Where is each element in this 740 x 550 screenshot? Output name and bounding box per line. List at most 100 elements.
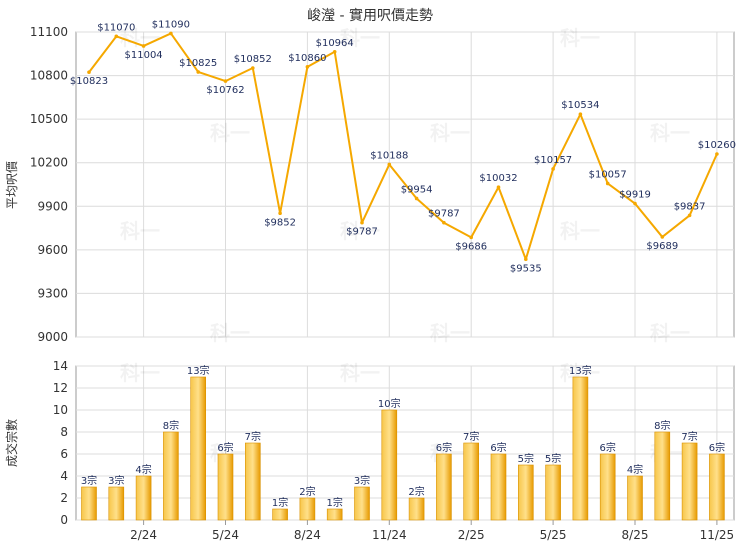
volume-data-label: 4宗 xyxy=(627,463,643,476)
volume-bar xyxy=(408,497,425,521)
price-data-label: $11070 xyxy=(97,22,135,33)
price-series-line xyxy=(88,32,718,261)
volume-data-label: 8宗 xyxy=(654,419,670,432)
price-data-label: $10964 xyxy=(316,38,354,49)
price-point xyxy=(332,49,337,54)
price-point xyxy=(660,235,665,239)
price-data-label: $11004 xyxy=(125,50,163,61)
volume-data-label: 7宗 xyxy=(463,430,479,443)
price-point xyxy=(251,66,255,70)
volume-bar xyxy=(490,453,507,521)
volume-bar xyxy=(709,453,725,521)
price-point xyxy=(223,79,228,83)
volume-data-label: 6宗 xyxy=(600,441,616,454)
watermark-text: 科一 xyxy=(210,321,250,345)
price-data-label: $10762 xyxy=(206,85,244,96)
volume-y-tick-label: 4 xyxy=(60,469,68,483)
price-y-tick-label: 9900 xyxy=(37,199,68,213)
watermark-text: 科一 xyxy=(650,121,690,145)
price-point xyxy=(196,70,200,74)
volume-data-label: 3宗 xyxy=(108,474,124,487)
price-y-tick-label: 9600 xyxy=(37,243,68,257)
volume-bar xyxy=(354,486,370,521)
price-point xyxy=(605,181,610,186)
x-tick-label: 11/24 xyxy=(372,528,407,542)
volume-bar xyxy=(163,431,179,521)
watermark-text: 科一 xyxy=(430,321,470,345)
price-point xyxy=(469,235,474,240)
price-point xyxy=(633,201,637,206)
volume-y-axis-label: 成交宗數 xyxy=(4,419,19,467)
price-data-label: $10032 xyxy=(479,173,517,184)
volume-data-label: 1宗 xyxy=(327,496,343,509)
volume-data-label: 13宗 xyxy=(569,364,592,377)
x-tick-label: 11/25 xyxy=(700,528,735,542)
volume-data-label: 1宗 xyxy=(272,496,288,509)
x-tick-label: 8/24 xyxy=(294,528,321,542)
volume-bar xyxy=(654,431,671,521)
price-data-label: $9919 xyxy=(619,190,651,201)
watermark-text: 科一 xyxy=(340,219,380,243)
volume-y-tick-label: 14 xyxy=(53,359,68,373)
price-point xyxy=(551,167,555,171)
watermark-text: 科一 xyxy=(120,26,160,50)
price-data-label: $9535 xyxy=(510,263,542,274)
price-data-label: $9837 xyxy=(674,201,706,212)
price-point xyxy=(414,196,419,201)
price-data-label: $10823 xyxy=(70,76,108,87)
volume-bar xyxy=(436,453,452,521)
price-point xyxy=(114,34,119,39)
price-point xyxy=(524,257,528,262)
watermark-text: 科一 xyxy=(650,321,690,345)
watermark-text: 科一 xyxy=(340,26,380,50)
price-point xyxy=(387,162,392,167)
volume-bar xyxy=(190,376,206,521)
price-data-label: $9787 xyxy=(428,209,460,220)
price-y-tick-label: 10200 xyxy=(30,156,68,170)
price-y-tick-label: 11100 xyxy=(30,25,68,39)
x-tick-label: 2/25 xyxy=(458,528,485,542)
price-point xyxy=(360,220,364,225)
x-tick-label: 5/24 xyxy=(212,528,239,542)
watermark-text: 科一 xyxy=(560,26,600,50)
volume-bar xyxy=(299,497,316,521)
volume-bar xyxy=(681,442,698,521)
watermark-text: 科一 xyxy=(120,219,160,243)
x-tick-label: 5/25 xyxy=(540,528,567,542)
price-point xyxy=(87,70,91,75)
volume-bar xyxy=(245,442,261,521)
price-data-label: $9954 xyxy=(401,184,433,195)
price-point xyxy=(442,220,446,225)
price-data-label: $10057 xyxy=(589,169,627,180)
price-data-label: $10188 xyxy=(370,150,408,161)
watermark-text: 科一 xyxy=(430,121,470,145)
price-data-label: $11090 xyxy=(152,19,190,30)
price-point xyxy=(687,213,692,218)
volume-y-tick-label: 2 xyxy=(60,491,68,505)
volume-data-label: 6宗 xyxy=(490,441,506,454)
volume-y-tick-label: 8 xyxy=(60,425,68,439)
volume-bar xyxy=(108,486,125,521)
volume-panel: 02468101214科一科一科一科一科一科一3宗3宗4宗8宗13宗6宗7宗1宗… xyxy=(53,359,735,542)
volume-data-label: 8宗 xyxy=(163,419,179,432)
volume-bar xyxy=(381,409,398,521)
volume-data-label: 5宗 xyxy=(545,452,561,465)
price-data-label: $10825 xyxy=(179,58,217,69)
price-point xyxy=(305,65,310,69)
price-point xyxy=(578,112,583,117)
volume-data-label: 6宗 xyxy=(217,441,233,454)
price-point xyxy=(278,211,282,216)
volume-y-tick-label: 10 xyxy=(53,403,68,417)
price-data-label: $9686 xyxy=(455,241,487,252)
volume-bar xyxy=(326,508,343,521)
volume-data-label: 5宗 xyxy=(518,452,534,465)
volume-data-label: 2宗 xyxy=(299,485,315,498)
price-point xyxy=(141,44,146,48)
volume-bar xyxy=(599,453,616,521)
volume-data-label: 6宗 xyxy=(709,441,725,454)
volume-y-tick-label: 12 xyxy=(53,381,68,395)
watermark-text: 科一 xyxy=(120,361,160,385)
price-data-label: $10860 xyxy=(288,53,326,64)
x-tick-label: 8/25 xyxy=(622,528,649,542)
